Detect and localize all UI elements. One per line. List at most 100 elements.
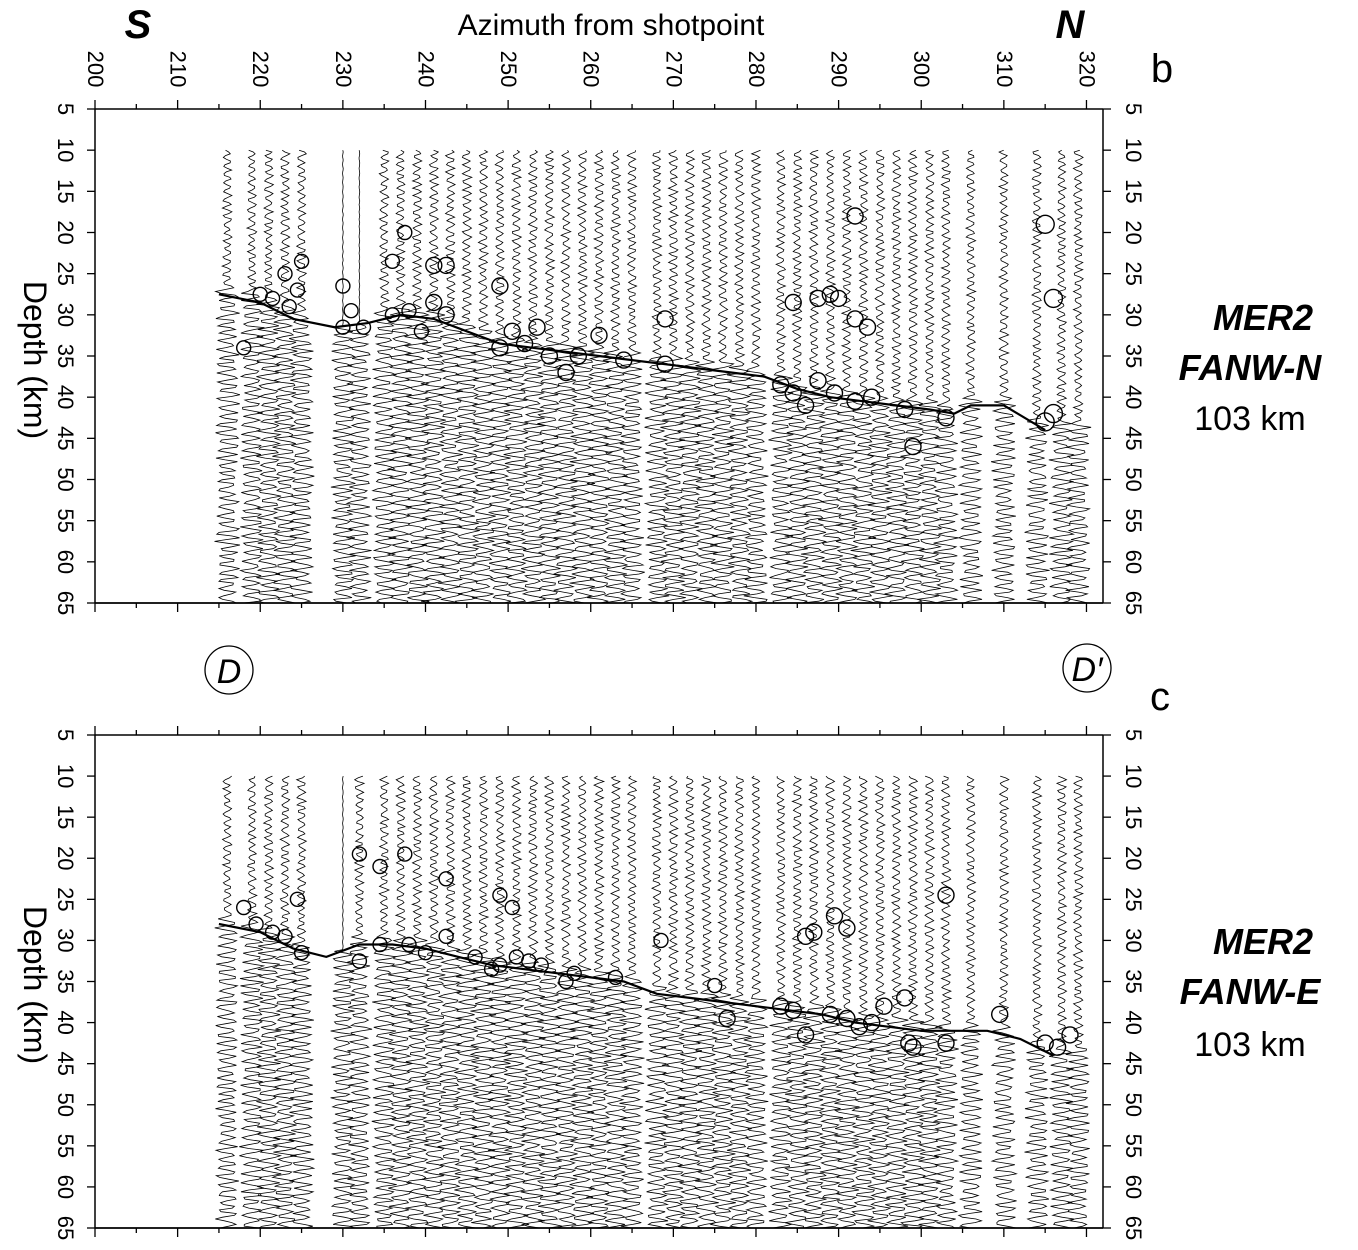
seismic-trace bbox=[553, 775, 579, 1229]
seismic-trace bbox=[866, 149, 893, 604]
pick-circle bbox=[492, 957, 508, 973]
panel-c-offset: 103 km bbox=[1194, 1026, 1306, 1064]
pick-circle bbox=[540, 347, 559, 365]
seismic-trace bbox=[619, 775, 645, 1229]
pick-circle bbox=[397, 846, 413, 862]
x-tick-label: 270 bbox=[661, 51, 686, 88]
pick-circle bbox=[515, 334, 534, 353]
pick-circle bbox=[784, 1001, 802, 1019]
seismic-trace bbox=[644, 775, 670, 1229]
y-tick-label-right: 40 bbox=[1121, 385, 1146, 409]
pick-circle bbox=[896, 400, 914, 419]
seismic-trace bbox=[271, 149, 299, 604]
seismic-trace bbox=[453, 149, 481, 604]
profile-end-marker: D′ bbox=[1062, 643, 1112, 693]
y-tick-label-right: 50 bbox=[1121, 1093, 1146, 1117]
pick-circle bbox=[293, 945, 310, 961]
seismic-trace bbox=[1024, 775, 1050, 1229]
panel-b-station-line: MER2 bbox=[1213, 297, 1313, 338]
pick-circle bbox=[1035, 214, 1055, 235]
pick-circle bbox=[796, 1026, 815, 1044]
pick-circle bbox=[277, 266, 293, 282]
pick-circle bbox=[656, 355, 674, 373]
pick-circle bbox=[491, 277, 509, 295]
panel-c-y-axis-title: Depth (km) bbox=[17, 906, 53, 1064]
pick-circle bbox=[846, 207, 864, 225]
seismic-trace bbox=[552, 149, 579, 604]
y-tick-label-right: 20 bbox=[1121, 846, 1146, 870]
y-tick-label-right: 40 bbox=[1121, 1010, 1146, 1034]
y-tick-label-left: 65 bbox=[53, 1216, 78, 1240]
seismic-trace bbox=[768, 149, 794, 604]
y-tick-label-right: 10 bbox=[1121, 764, 1146, 788]
pick-circle bbox=[504, 899, 520, 916]
y-tick-label-right: 45 bbox=[1121, 1051, 1146, 1075]
pick-circle bbox=[809, 289, 827, 308]
pick-circle bbox=[615, 351, 633, 369]
seismic-trace bbox=[990, 775, 1018, 1229]
pick-circle bbox=[438, 928, 454, 944]
seismic-trace bbox=[784, 149, 811, 604]
seismic-trace bbox=[884, 775, 910, 1229]
pick-circle bbox=[372, 936, 388, 953]
seismic-trace bbox=[487, 775, 513, 1229]
pick-circle bbox=[653, 932, 669, 949]
seismic-trace bbox=[256, 149, 282, 604]
x-tick-label: 200 bbox=[83, 51, 108, 88]
panel-c-station-line: MER2 bbox=[1213, 921, 1313, 962]
seismic-trace bbox=[725, 776, 752, 1229]
seismic-trace bbox=[710, 150, 736, 604]
seismic-trace bbox=[916, 775, 943, 1229]
pick-circle bbox=[829, 289, 848, 308]
x-axis-tick-labels: 200 210 220 230 240 250 260 270 280 290 300 310 320 bbox=[83, 51, 1099, 88]
south-end-label: S bbox=[125, 3, 152, 47]
y-tick-label-left: 10 bbox=[53, 138, 78, 162]
pick-circle bbox=[281, 298, 297, 315]
seismic-trace bbox=[452, 775, 480, 1229]
pick-circle bbox=[437, 306, 455, 324]
pick-circle bbox=[417, 945, 434, 961]
panel-b-y-axis-title: Depth (km) bbox=[17, 281, 53, 439]
pick-circle bbox=[772, 997, 790, 1015]
pick-circles bbox=[235, 846, 1079, 1056]
seismic-trace bbox=[898, 149, 926, 604]
seismic-traces bbox=[214, 775, 1090, 1229]
pick-circle bbox=[772, 376, 790, 394]
y-tick-label-left: 65 bbox=[53, 591, 78, 615]
pick-circle bbox=[437, 256, 455, 275]
profile-end-label: D′ bbox=[1072, 651, 1105, 689]
pick-circle bbox=[401, 303, 417, 319]
y-tick-label-right: 20 bbox=[1121, 220, 1146, 244]
pick-circle bbox=[557, 363, 575, 382]
panel-c-letter: c bbox=[1150, 675, 1170, 719]
seismic-trace bbox=[536, 775, 563, 1229]
x-tick-label: 240 bbox=[413, 51, 438, 88]
x-tick-label: 290 bbox=[827, 51, 852, 88]
seismic-trace bbox=[917, 149, 943, 604]
pick-circle bbox=[289, 282, 306, 298]
pick-circle bbox=[335, 278, 351, 294]
panel-c-component: FANW-E bbox=[1180, 971, 1322, 1012]
seismic-trace bbox=[256, 775, 283, 1229]
seismic-trace bbox=[660, 149, 686, 604]
pick-circle bbox=[384, 307, 401, 323]
seismic-trace bbox=[932, 775, 960, 1229]
pick-circle bbox=[607, 969, 624, 986]
pick-circle bbox=[718, 1009, 736, 1028]
seismic-trace bbox=[817, 149, 844, 604]
seismic-trace bbox=[404, 775, 430, 1229]
seismic-trace bbox=[833, 775, 860, 1229]
y-tick-label-right: 65 bbox=[1121, 591, 1146, 615]
x-tick-label: 250 bbox=[496, 51, 521, 88]
pick-circle bbox=[846, 392, 864, 410]
seismic-trace bbox=[537, 149, 563, 604]
seismic-trace bbox=[345, 150, 373, 604]
y-tick-label-left: 45 bbox=[53, 426, 78, 450]
seismic-trace bbox=[403, 149, 432, 604]
pick-circle bbox=[384, 253, 401, 269]
pick-circle bbox=[1043, 288, 1064, 309]
pick-circle bbox=[784, 384, 802, 402]
pick-circle bbox=[372, 858, 388, 875]
